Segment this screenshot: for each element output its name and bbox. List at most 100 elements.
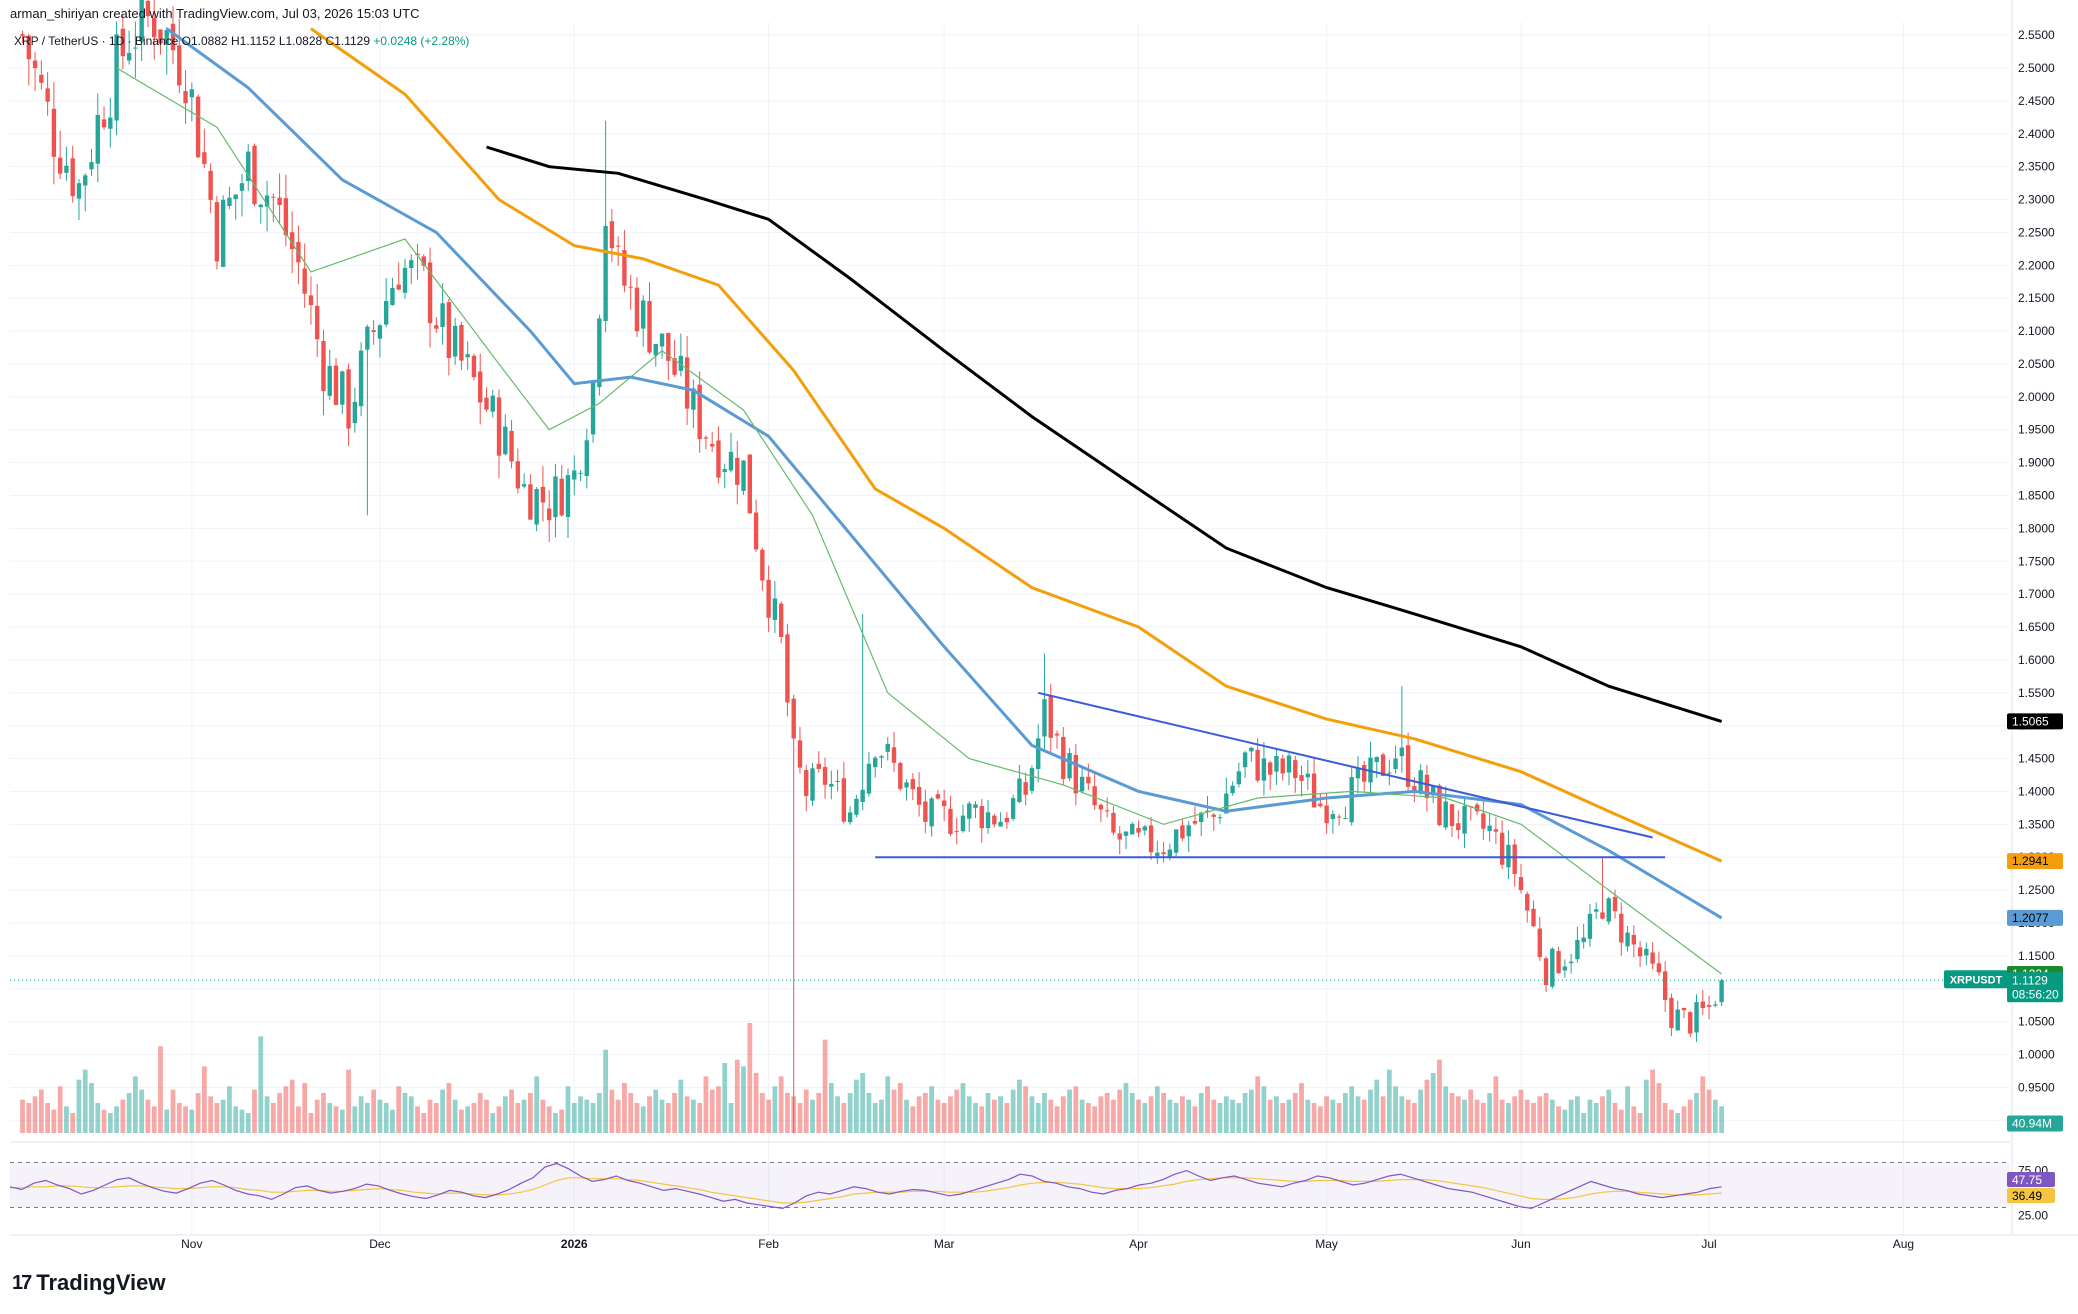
volume-bar bbox=[966, 1096, 972, 1133]
volume-bar bbox=[227, 1086, 232, 1133]
candle-body bbox=[891, 747, 897, 763]
candle-body bbox=[1713, 1004, 1718, 1006]
candle-body bbox=[421, 256, 426, 266]
volume-bar bbox=[828, 1083, 834, 1133]
volume-bar bbox=[1393, 1086, 1398, 1133]
candle-body bbox=[195, 96, 201, 158]
candle-body bbox=[1073, 754, 1079, 794]
y-tick-label: 1.8500 bbox=[2018, 489, 2055, 503]
brand-name: TradingView bbox=[36, 1270, 166, 1295]
candle-body bbox=[622, 250, 627, 286]
volume-bar bbox=[747, 1023, 753, 1133]
candle-body bbox=[302, 268, 307, 294]
price-axis-label-text: 40.94M bbox=[2012, 1117, 2052, 1131]
candle-body bbox=[496, 397, 502, 456]
moving-average-line bbox=[165, 27, 1723, 920]
volume-bar bbox=[20, 1099, 25, 1133]
volume-bar bbox=[1017, 1079, 1022, 1133]
volume-bar bbox=[1568, 1099, 1574, 1133]
volume-bar bbox=[910, 1106, 916, 1133]
candle-body bbox=[553, 476, 558, 518]
candle-body bbox=[283, 198, 289, 236]
candle-body bbox=[1656, 963, 1662, 973]
volume-bar bbox=[891, 1089, 897, 1133]
candle-body bbox=[327, 365, 332, 396]
candle-body bbox=[628, 286, 633, 288]
candle-body bbox=[710, 443, 715, 447]
candle-body bbox=[1299, 775, 1304, 781]
y-tick-label: 2.4000 bbox=[2018, 127, 2055, 141]
candle-body bbox=[258, 204, 263, 208]
volume-bar bbox=[358, 1096, 364, 1133]
tradingview-brand[interactable]: 17 TradingView bbox=[12, 1270, 165, 1296]
volume-bar bbox=[201, 1066, 207, 1133]
volume-bar bbox=[916, 1096, 922, 1133]
volume-bar bbox=[741, 1066, 746, 1133]
candle-body bbox=[170, 23, 176, 51]
candle-body bbox=[1255, 749, 1260, 781]
candle-body bbox=[722, 469, 727, 473]
candle-body bbox=[1318, 803, 1323, 807]
candle-body bbox=[1249, 747, 1254, 752]
volume-bar bbox=[333, 1106, 339, 1133]
candle-body bbox=[1374, 756, 1379, 763]
candle-body bbox=[653, 344, 658, 356]
volume-bar bbox=[797, 1103, 803, 1133]
volume-bar bbox=[509, 1089, 514, 1133]
candle-body bbox=[1123, 831, 1129, 836]
volume-bar bbox=[1129, 1093, 1135, 1133]
volume-bar bbox=[1443, 1086, 1449, 1133]
candle-body bbox=[415, 253, 420, 256]
volume-bar bbox=[1468, 1089, 1474, 1133]
volume-bar bbox=[1230, 1099, 1235, 1133]
candle-body bbox=[703, 437, 709, 439]
volume-bar bbox=[1317, 1106, 1323, 1133]
candle-body bbox=[114, 34, 119, 121]
candle-body bbox=[684, 357, 690, 409]
candle-body bbox=[590, 382, 596, 435]
candle-body bbox=[747, 454, 753, 514]
volume-bar bbox=[1612, 1103, 1618, 1133]
candle-body bbox=[1048, 694, 1053, 738]
volume-bar bbox=[1625, 1086, 1630, 1133]
volume-bar bbox=[534, 1076, 540, 1133]
candle-body bbox=[83, 175, 88, 186]
volume-bar bbox=[396, 1086, 402, 1133]
volume-bar bbox=[1361, 1099, 1367, 1133]
candle-body bbox=[634, 287, 640, 332]
candle-body bbox=[609, 221, 615, 249]
x-tick-label: Apr bbox=[1129, 1237, 1148, 1251]
volume-bar bbox=[38, 1089, 44, 1133]
candle-body bbox=[1029, 768, 1035, 791]
candle-body bbox=[383, 300, 389, 325]
volume-bar bbox=[1618, 1109, 1624, 1133]
candle-body bbox=[459, 324, 464, 361]
volume-bar bbox=[346, 1069, 351, 1133]
y-tick-label: 2.4500 bbox=[2018, 94, 2055, 108]
volume-bar bbox=[1274, 1096, 1279, 1133]
volume-bar bbox=[1142, 1103, 1148, 1133]
volume-bar bbox=[879, 1099, 884, 1133]
candle-body bbox=[923, 801, 928, 822]
x-tick-label: May bbox=[1315, 1237, 1338, 1251]
volume-bar bbox=[1543, 1093, 1549, 1133]
candle-body bbox=[1681, 1007, 1687, 1011]
volume-bar bbox=[433, 1103, 439, 1133]
candle-body bbox=[1700, 1001, 1705, 1009]
volume-bar bbox=[628, 1093, 634, 1133]
candle-body bbox=[1130, 823, 1135, 835]
volume-bar bbox=[854, 1079, 859, 1133]
rsi-value-label bbox=[2007, 1172, 2055, 1187]
volume-bar bbox=[1217, 1103, 1223, 1133]
price-axis-label bbox=[2007, 1115, 2063, 1132]
candle-body bbox=[1004, 817, 1010, 823]
rsi-value-label bbox=[2007, 1188, 2055, 1203]
volume-bar bbox=[1650, 1069, 1656, 1133]
symbol-name[interactable]: XRP / TetherUS · 1D · Binance bbox=[14, 34, 179, 48]
candle-body bbox=[396, 284, 401, 290]
volume-bar bbox=[477, 1093, 483, 1133]
y-tick-label: 2.1500 bbox=[2018, 291, 2055, 305]
volume-bar bbox=[1192, 1106, 1198, 1133]
volume-bar bbox=[1136, 1099, 1141, 1133]
